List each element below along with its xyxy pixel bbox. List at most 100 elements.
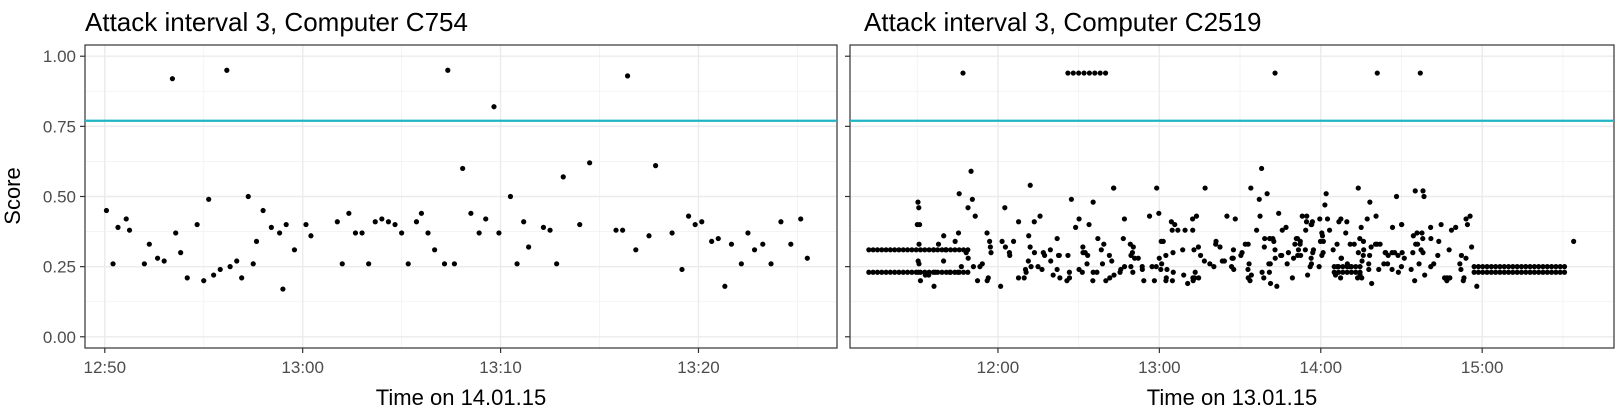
data-point <box>709 238 715 244</box>
data-point <box>974 278 981 284</box>
data-point <box>303 221 309 228</box>
data-point <box>1159 261 1165 267</box>
data-point <box>1428 235 1434 242</box>
data-point <box>1505 269 1512 275</box>
data-point <box>778 219 784 225</box>
data-point <box>1475 269 1482 275</box>
data-point <box>870 269 876 275</box>
data-point <box>699 219 705 225</box>
data-point <box>1170 250 1176 256</box>
data-point <box>1239 250 1245 256</box>
data-point <box>987 238 993 244</box>
data-point <box>900 247 906 253</box>
data-point <box>1348 269 1355 275</box>
data-point <box>1322 202 1328 208</box>
y-axis-title: Score <box>0 167 25 224</box>
data-point <box>1207 261 1213 267</box>
data-point <box>931 283 937 289</box>
data-point <box>1540 269 1546 275</box>
data-point <box>1347 241 1353 247</box>
data-point <box>970 264 977 270</box>
data-point <box>1153 264 1159 270</box>
data-point <box>169 76 176 82</box>
data-point <box>866 247 872 253</box>
data-point <box>1421 193 1427 200</box>
data-point <box>1274 283 1280 289</box>
data-point <box>547 227 553 233</box>
data-point <box>1561 269 1568 275</box>
data-point <box>496 230 502 236</box>
data-point <box>1527 264 1533 270</box>
data-point <box>1050 272 1056 278</box>
data-point <box>392 221 398 228</box>
data-point <box>1102 70 1109 76</box>
data-point <box>1417 70 1423 76</box>
data-point <box>760 241 766 247</box>
data-point <box>405 261 411 267</box>
data-point <box>1256 196 1262 202</box>
data-point <box>1057 275 1063 281</box>
data-point <box>1185 280 1191 287</box>
data-point <box>1189 216 1196 222</box>
data-point <box>692 221 698 228</box>
data-point <box>1510 269 1516 275</box>
data-point <box>926 272 932 278</box>
data-point <box>874 247 881 253</box>
data-point <box>879 269 885 275</box>
data-point <box>620 227 626 233</box>
data-point <box>1139 264 1145 270</box>
data-point <box>1475 264 1482 270</box>
data-point <box>1488 269 1494 275</box>
data-point <box>1308 255 1314 261</box>
data-point <box>1338 216 1344 222</box>
data-point <box>554 261 560 267</box>
data-point <box>960 70 966 76</box>
data-point <box>1111 185 1117 191</box>
data-point <box>1258 165 1265 172</box>
data-point <box>646 233 652 239</box>
data-point <box>1156 210 1162 216</box>
data-point <box>1505 264 1512 270</box>
data-point <box>1359 258 1365 264</box>
data-point <box>956 247 962 253</box>
data-point <box>904 269 911 275</box>
data-point <box>1081 70 1087 76</box>
data-point <box>1156 255 1162 261</box>
data-point <box>1303 227 1309 233</box>
data-point <box>1474 283 1480 289</box>
data-point <box>685 213 692 219</box>
data-point <box>245 193 251 200</box>
data-point <box>1015 275 1022 281</box>
data-point <box>352 230 359 236</box>
data-point <box>1367 199 1373 205</box>
data-point <box>1401 255 1407 261</box>
data-point <box>1326 227 1333 233</box>
data-point <box>1453 224 1459 230</box>
data-point <box>1484 269 1490 275</box>
data-point <box>491 104 497 110</box>
data-point <box>1202 185 1208 191</box>
data-point <box>1231 266 1237 273</box>
data-point <box>201 278 207 284</box>
data-point <box>1070 70 1076 76</box>
data-point <box>926 247 932 253</box>
data-point <box>1295 247 1302 253</box>
data-point <box>339 261 345 267</box>
data-point <box>1334 264 1340 270</box>
data-point <box>521 219 527 225</box>
data-point <box>178 250 184 256</box>
data-point <box>943 247 949 253</box>
data-point <box>1248 185 1254 191</box>
data-point <box>1419 230 1425 236</box>
data-point <box>1086 70 1093 76</box>
data-point <box>1410 250 1416 256</box>
panel-1-title: Attack interval 3, Computer C754 <box>85 7 468 37</box>
data-point <box>1213 238 1219 244</box>
data-point <box>1190 227 1196 233</box>
data-point <box>1441 275 1448 281</box>
data-point <box>1290 255 1297 261</box>
data-point <box>1002 205 1008 211</box>
data-point <box>1086 221 1092 228</box>
data-point <box>1561 264 1568 270</box>
data-point <box>896 269 902 275</box>
